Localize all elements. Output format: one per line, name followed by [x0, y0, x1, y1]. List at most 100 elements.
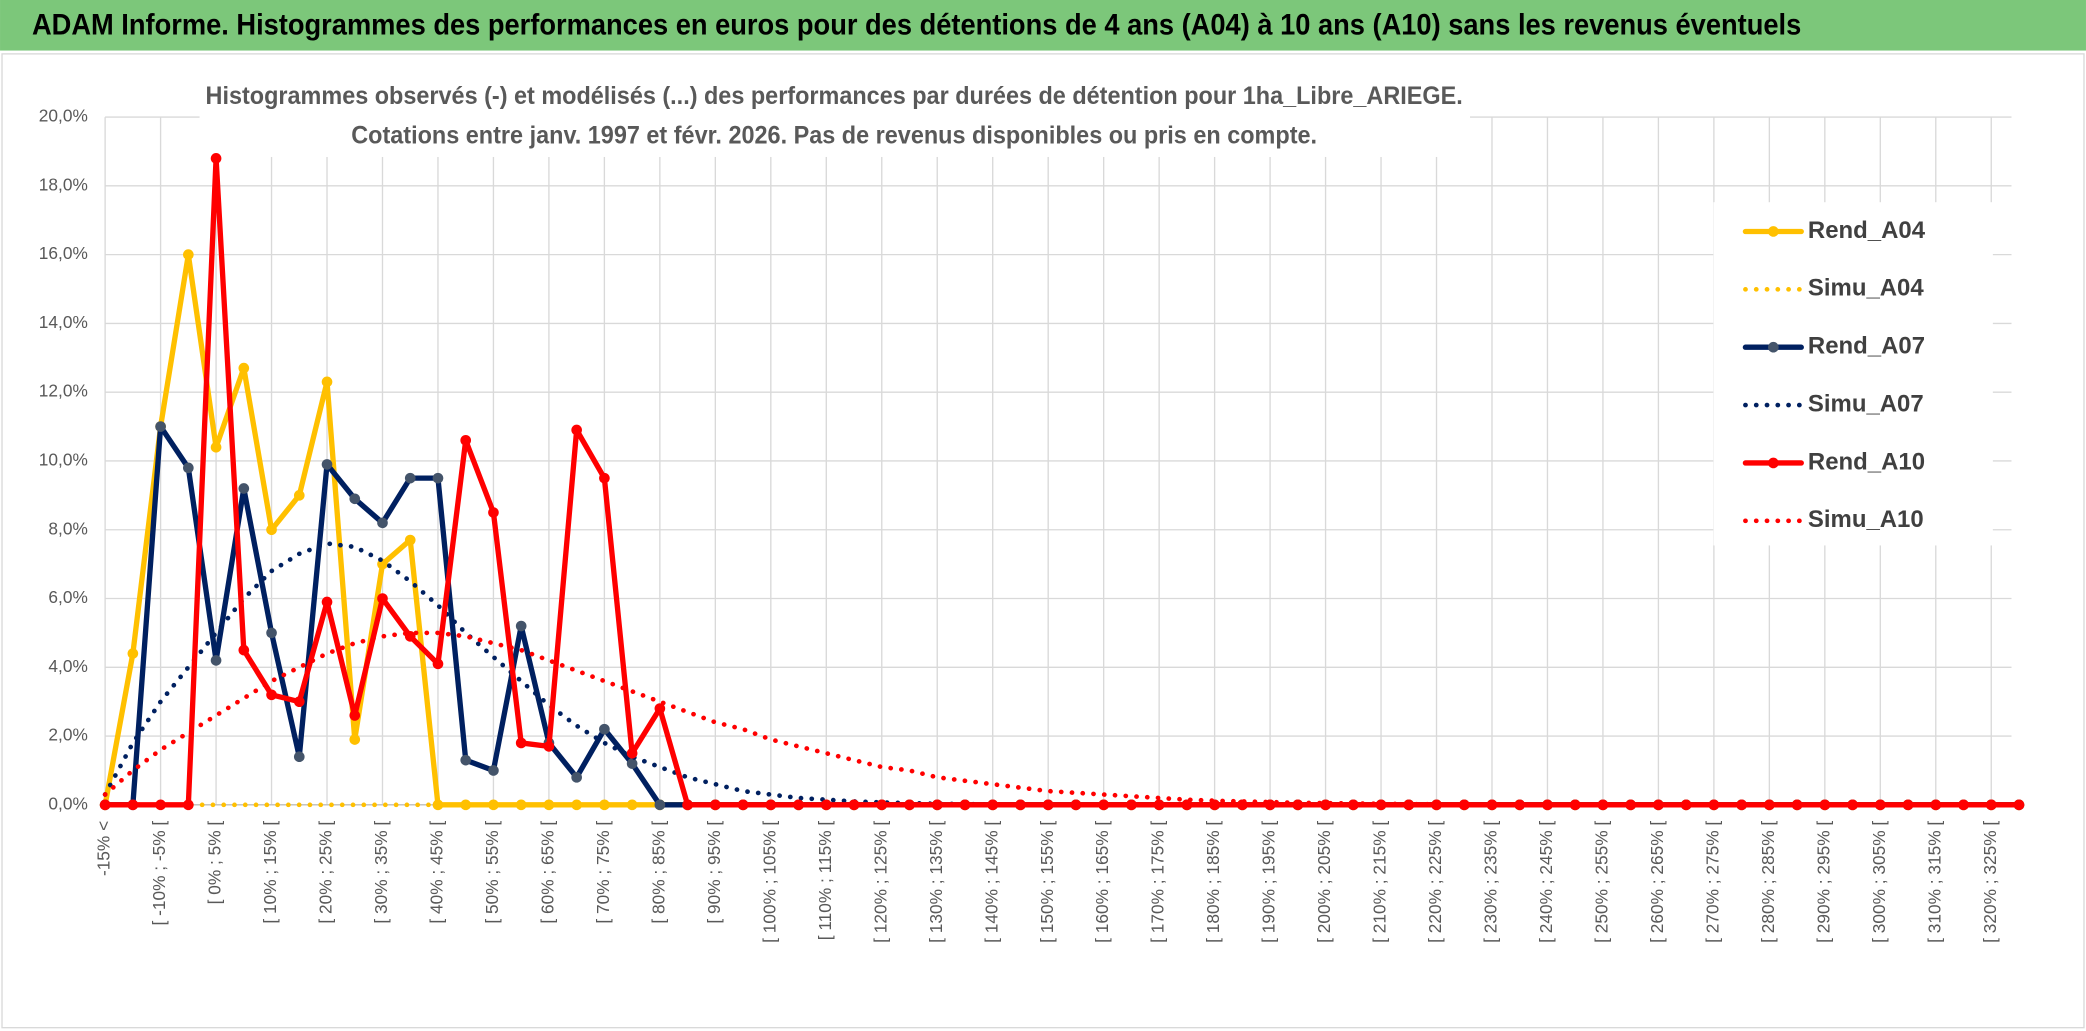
data-point: [710, 799, 721, 811]
data-point: [321, 596, 333, 608]
data-point: [432, 472, 444, 484]
data-point: [1764, 799, 1775, 811]
data-point: [571, 424, 582, 436]
data-point: [266, 627, 277, 639]
x-tick-label: [ 100% ; 105% [: [759, 821, 779, 943]
data-point: [765, 799, 777, 811]
data-point: [1569, 799, 1581, 811]
data-point: [155, 799, 166, 811]
data-point: [432, 658, 444, 670]
data-point: [293, 751, 305, 763]
data-point: [1015, 799, 1026, 811]
y-tick-label: 6,0%: [48, 587, 87, 607]
legend-marker: [1768, 341, 1779, 353]
data-point: [1597, 799, 1609, 811]
data-point: [183, 249, 194, 260]
data-point: [515, 799, 527, 811]
series-line: [102, 155, 2022, 808]
x-tick-label: [ 70% ; 75% [: [593, 821, 613, 924]
data-point: [1653, 799, 1664, 811]
chart-subtitle: Cotations entre janv. 1997 et févr. 2026…: [351, 122, 1317, 150]
x-tick-label: [ 140% ; 145% [: [981, 821, 1001, 943]
x-tick-label: [ 170% ; 175% [: [1148, 821, 1168, 943]
x-tick-label: [ 280% ; 285% [: [1758, 821, 1778, 943]
y-tick-label: 4,0%: [48, 656, 87, 676]
data-point: [349, 493, 361, 505]
data-point: [626, 758, 638, 769]
y-tick-label: 12,0%: [39, 381, 88, 401]
y-tick-label: 10,0%: [39, 450, 88, 470]
x-tick-label: [ 210% ; 215% [: [1370, 821, 1390, 943]
x-tick-label: [ 10% ; 15% [: [260, 821, 280, 924]
x-tick-label: [ 130% ; 135% [: [926, 821, 946, 943]
data-point: [931, 799, 943, 811]
x-tick-label: [ 110% ; 115% [: [815, 821, 835, 941]
data-point: [238, 483, 250, 494]
data-point: [321, 376, 333, 388]
legend-label: Rend_A10: [1808, 448, 1925, 475]
x-tick-label: [ 200% ; 205% [: [1314, 821, 1334, 943]
data-point: [1708, 799, 1720, 811]
legend-marker: [1768, 457, 1779, 469]
x-tick-label: -15% <: [94, 821, 114, 876]
data-point: [460, 435, 472, 446]
y-tick-label: 20,0%: [39, 106, 88, 126]
x-tick-label: [ 0% ; 5% [: [205, 821, 225, 905]
data-point: [1098, 799, 1109, 811]
legend-background: [1713, 202, 1993, 546]
y-tick-label: 18,0%: [39, 174, 88, 194]
data-point: [1042, 799, 1054, 811]
y-tick-label: 14,0%: [39, 312, 88, 332]
x-tick-label: [ 30% ; 35% [: [371, 821, 391, 924]
y-tick-label: 0,0%: [48, 793, 87, 813]
data-point: [1902, 799, 1914, 811]
data-point: [515, 737, 527, 749]
legend-label: Rend_A04: [1808, 217, 1926, 244]
data-point: [460, 754, 472, 766]
data-point: [876, 799, 888, 811]
data-point: [1958, 799, 1969, 811]
data-point: [1126, 799, 1137, 811]
legend-label: Simu_A07: [1808, 390, 1924, 417]
x-tick-label: [ 260% ; 265% [: [1647, 821, 1667, 943]
x-tick-label: [ 310% ; 315% [: [1924, 821, 1944, 943]
data-point: [515, 620, 527, 632]
data-point: [404, 534, 416, 546]
legend-marker: [1768, 226, 1779, 237]
x-tick-label: [ 220% ; 225% [: [1425, 821, 1445, 943]
data-point: [266, 524, 277, 536]
data-point: [1791, 799, 1803, 811]
x-tick-label: [ 270% ; 275% [: [1702, 821, 1722, 943]
x-tick-label: [ 190% ; 195% [: [1259, 821, 1279, 943]
data-point: [349, 710, 361, 721]
x-tick-label: [ 290% ; 295% [: [1813, 821, 1833, 943]
x-tick-label: [ -10% ; -5% [: [149, 821, 169, 926]
data-point: [99, 799, 111, 811]
data-point: [488, 765, 499, 776]
legend-label: Simu_A04: [1808, 275, 1924, 302]
x-tick-label: [ 60% ; 65% [: [537, 821, 557, 924]
y-tick-label: 16,0%: [39, 243, 88, 263]
data-point: [266, 689, 277, 701]
data-point: [543, 741, 555, 752]
data-point: [820, 799, 832, 811]
data-point: [959, 799, 971, 811]
data-point: [349, 734, 361, 745]
y-tick-label: 2,0%: [48, 725, 87, 745]
data-point: [155, 421, 166, 432]
x-tick-label: [ 90% ; 95% [: [704, 821, 724, 924]
data-point: [1514, 799, 1526, 811]
data-point: [321, 459, 333, 470]
data-point: [377, 517, 388, 529]
x-tick-label: [ 250% ; 255% [: [1591, 821, 1611, 943]
data-point: [377, 593, 388, 604]
x-tick-label: [ 20% ; 25% [: [316, 821, 336, 924]
data-point: [599, 472, 610, 484]
x-tick-label: [ 150% ; 155% [: [1037, 821, 1057, 943]
legend-label: Rend_A07: [1808, 333, 1925, 360]
data-point: [654, 799, 666, 811]
x-tick-label: [ 120% ; 125% [: [870, 821, 890, 943]
series-line: [102, 630, 2022, 808]
data-point: [127, 648, 139, 659]
